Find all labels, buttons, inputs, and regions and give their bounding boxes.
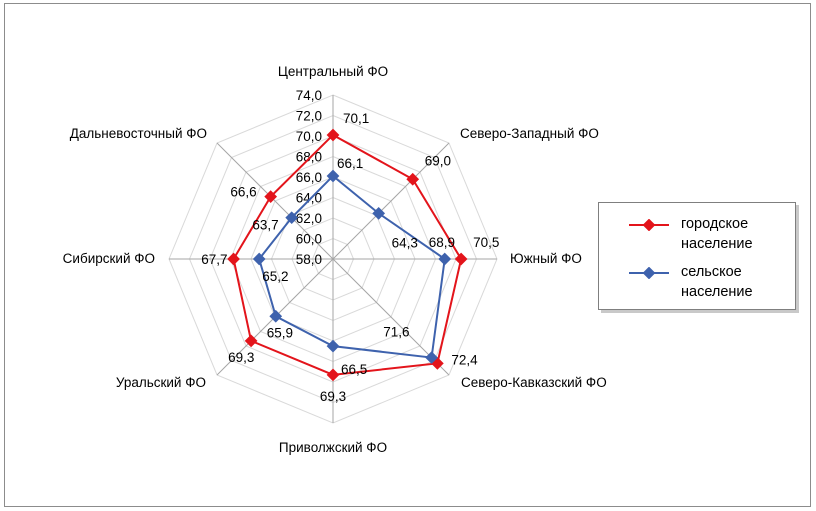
data-point-rural [438,252,452,266]
radial-tick-label: 70,0 [296,129,322,144]
axis-spoke [216,142,334,260]
data-label-rural: 64,3 [392,235,418,250]
legend: городское население сельское население [598,202,796,310]
data-label-rural: 68,9 [429,235,455,250]
data-point-rural [285,211,299,225]
legend-swatch-rural [629,267,669,279]
data-point-rural [326,339,340,353]
data-point-rural [269,309,283,323]
data-label-urban: 67,7 [201,252,227,267]
radial-tick-label: 62,0 [296,211,322,226]
category-label: Сибирский ФО [63,251,155,266]
legend-label-rural: сельское население [681,262,791,302]
data-label-urban: 72,4 [451,352,478,367]
radial-tick-label: 68,0 [296,150,322,165]
radial-tick-label: 72,0 [296,109,322,124]
data-label-urban: 69,3 [320,389,346,404]
series-layer [227,128,468,382]
radial-tick-label: 64,0 [296,191,322,206]
legend-label-urban: городское население [681,214,791,254]
category-label: Северо-Кавказский ФО [461,375,607,390]
data-label-rural: 66,5 [341,362,367,377]
category-label: Южный ФО [510,251,582,266]
data-label-urban: 66,6 [230,185,256,200]
category-label: Уральский ФО [116,375,206,390]
data-point-urban [244,334,258,348]
legend-urban-line2: население [681,236,753,252]
category-label: Северо-Западный ФО [460,126,599,141]
data-point-rural [425,351,438,364]
category-labels: Центральный ФО Северо-Западный ФО Южный ФО… [63,64,607,455]
radial-tick-label: 58,0 [296,252,322,267]
data-label-urban: 69,3 [228,350,254,365]
data-label-rural: 71,6 [383,325,409,340]
data-label-urban: 70,5 [473,235,499,250]
radial-tick-label: 60,0 [296,232,322,247]
data-point-rural [372,206,386,220]
axis-spoke [332,142,450,260]
data-point-urban [326,368,340,382]
legend-rural-line2: население [681,284,753,300]
legend-rural-line1: сельское [681,264,742,280]
category-label: Дальневосточный ФО [70,126,207,141]
radial-tick-labels: 58,0 60,0 62,0 64,0 66,0 68,0 70,0 72,0 74,0 [296,88,322,267]
legend-swatch-urban [629,219,669,231]
radial-tick-label: 66,0 [296,170,322,185]
legend-item-urban: городское население [599,209,797,253]
data-label-rural: 65,2 [262,269,288,284]
data-label-rural: 63,7 [252,218,278,233]
category-label: Центральный ФО [278,64,388,79]
data-point-urban [264,190,278,204]
data-point-urban [326,128,340,142]
data-label-urban: 69,0 [425,153,451,168]
data-point-rural [252,252,266,266]
radial-tick-label: 74,0 [296,88,322,103]
data-point-urban [227,252,240,266]
data-point-urban [406,172,420,186]
legend-urban-line1: городское [681,216,749,232]
category-label: Приволжский ФО [279,440,387,455]
data-point-rural [326,169,340,183]
data-point-urban [454,252,468,266]
radar-grid [168,94,498,424]
data-label-rural: 65,9 [267,325,293,340]
data-labels: 70,1 69,0 70,5 72,4 69,3 69,3 67,7 66,6 66,1 64,3… [201,111,499,404]
data-label-urban: 70,1 [343,111,369,126]
legend-item-rural: сельское население [599,261,797,305]
data-label-rural: 66,1 [337,156,363,171]
